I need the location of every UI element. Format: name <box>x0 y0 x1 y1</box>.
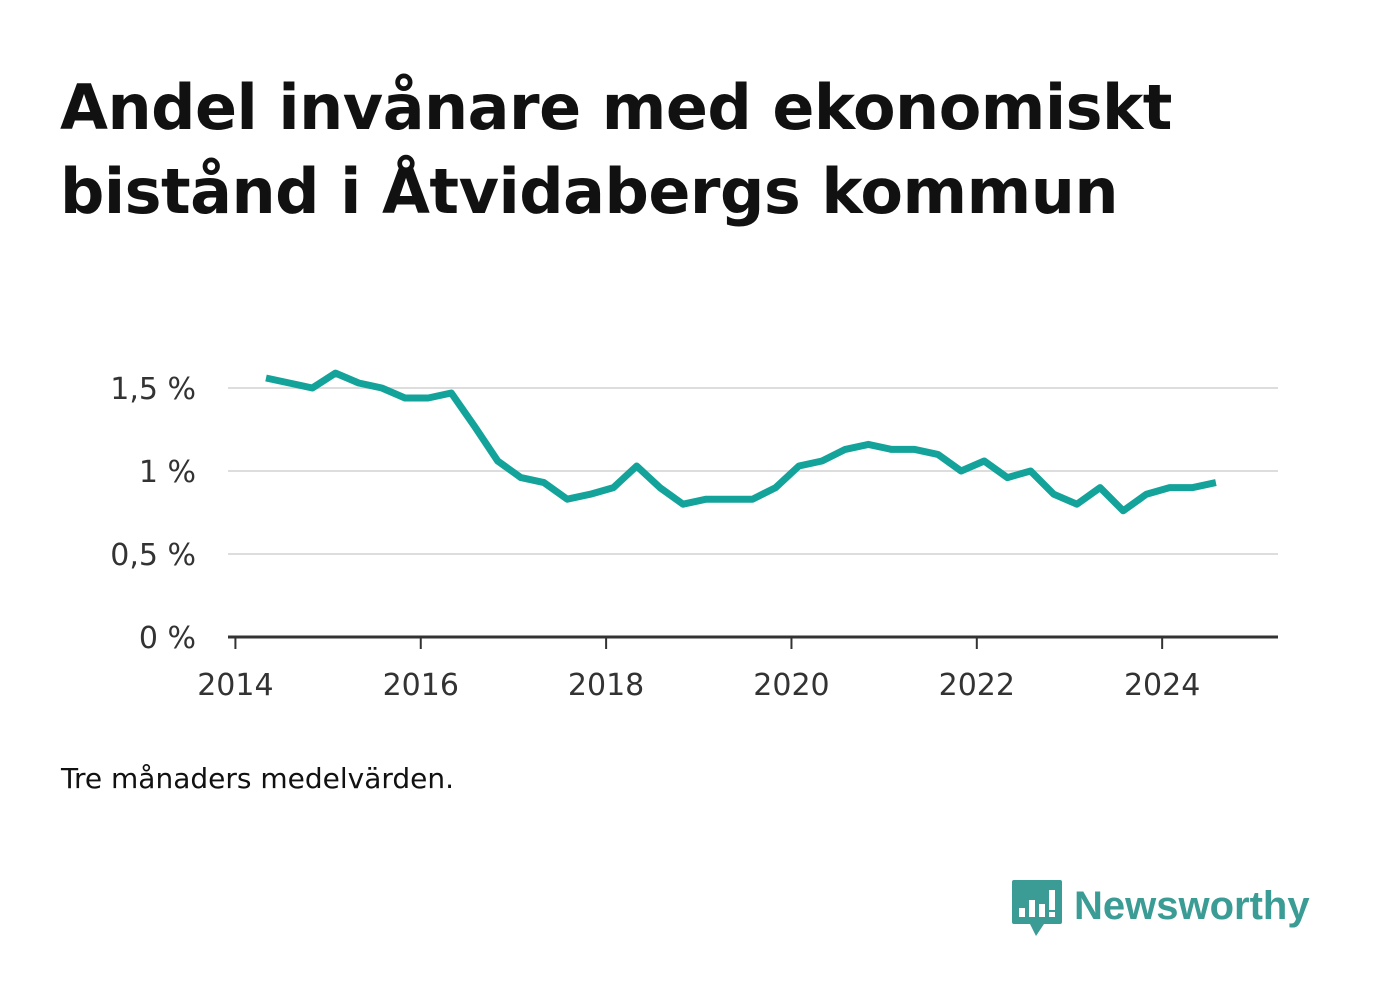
bar-chart-speech-bubble-icon <box>1012 880 1062 936</box>
x-axis: 2014 2016 2018 2020 2022 2024 <box>197 635 1278 703</box>
data-point <box>1051 491 1057 497</box>
data-point <box>518 475 524 481</box>
data-point <box>750 496 756 502</box>
data-point <box>1213 480 1219 486</box>
grid-lines <box>228 387 1278 555</box>
data-point <box>263 375 269 381</box>
x-tick-label: 2022 <box>939 668 1015 703</box>
data-point <box>935 451 941 457</box>
data-point <box>634 463 640 469</box>
data-point <box>611 485 617 491</box>
data-point <box>1074 501 1080 507</box>
x-tick-label: 2024 <box>1124 668 1200 703</box>
data-point <box>842 446 848 452</box>
y-tick-label: 0 % <box>139 621 196 656</box>
y-tick-label: 1 % <box>139 455 196 490</box>
brand-name: Newsworthy <box>1074 884 1310 928</box>
data-point <box>356 380 362 386</box>
data-point <box>1120 508 1126 514</box>
y-tick-label: 1,5 % <box>110 372 196 407</box>
data-point <box>1097 485 1103 491</box>
data-point <box>495 458 501 464</box>
data-point <box>865 441 871 447</box>
data-point <box>819 458 825 464</box>
data-point <box>680 501 686 507</box>
data-point <box>958 468 964 474</box>
data-point <box>657 485 663 491</box>
y-axis-tick-labels: 0 % 0,5 % 1 % 1,5 % <box>110 372 196 656</box>
x-tick-label: 2014 <box>197 668 273 703</box>
data-point <box>703 496 709 502</box>
data-point <box>912 446 918 452</box>
data-point <box>773 485 779 491</box>
series-line <box>265 369 1217 515</box>
x-tick-label: 2018 <box>568 668 644 703</box>
data-point <box>564 496 570 502</box>
data-point <box>286 380 292 386</box>
data-point <box>726 496 732 502</box>
data-point <box>1167 485 1173 491</box>
data-point <box>889 446 895 452</box>
data-point <box>1190 485 1196 491</box>
chart-title: Andel invånare med ekonomiskt bistånd i … <box>60 71 1172 228</box>
data-point <box>541 480 547 486</box>
data-point <box>333 370 339 376</box>
data-point <box>402 395 408 401</box>
data-point <box>379 385 385 391</box>
data-point <box>587 491 593 497</box>
x-tick-label: 2020 <box>753 668 829 703</box>
data-point <box>1004 475 1010 481</box>
data-point <box>796 463 802 469</box>
data-point <box>448 390 454 396</box>
data-point <box>472 423 478 429</box>
series-layer <box>263 369 1219 515</box>
x-tick-label: 2016 <box>383 668 459 703</box>
data-point <box>425 395 431 401</box>
data-point <box>1143 491 1149 497</box>
y-tick-label: 0,5 % <box>110 538 196 573</box>
newsworthy-logo[interactable]: Newsworthy <box>1010 878 1310 940</box>
data-point <box>309 385 315 391</box>
data-point <box>1028 468 1034 474</box>
data-point <box>981 458 987 464</box>
chart-caption: Tre månaders medelvärden. <box>61 762 455 795</box>
